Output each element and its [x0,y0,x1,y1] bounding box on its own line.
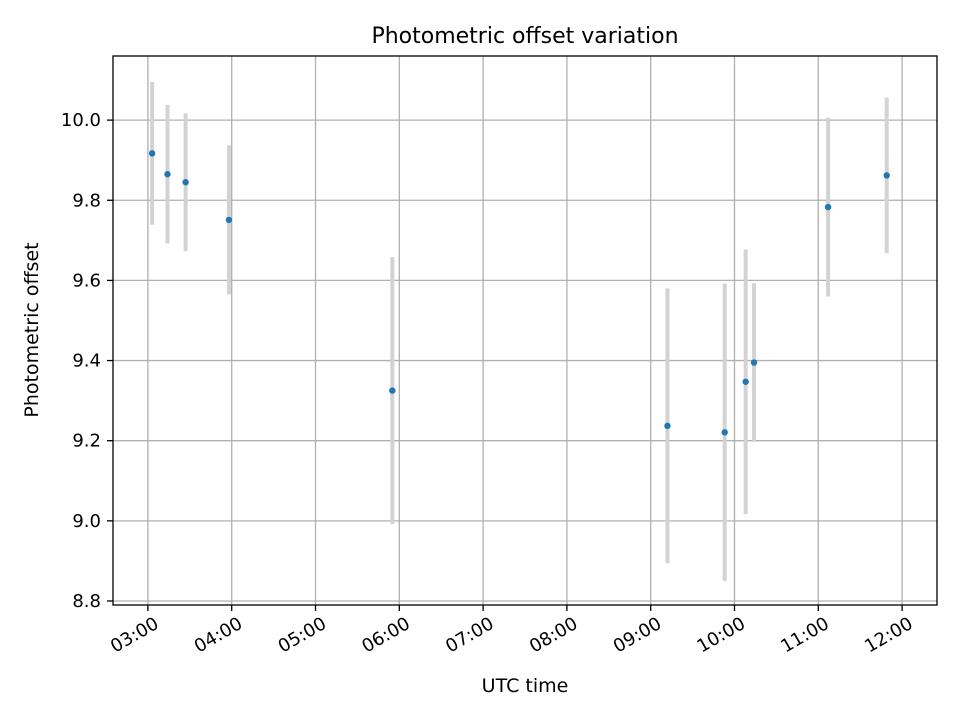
x-axis-ticks: 03:00 04:00 05:00 06:00 07:00 08:00 09:00 10:00… [107,605,917,657]
x-tick-label: 09:00 [610,613,665,657]
y-axis-ticks: 8.8 9.0 9.2 9.4 9.6 9.8 10.0 [61,110,113,612]
error-bars [150,82,889,581]
data-point [883,172,890,179]
x-tick-label: 07:00 [442,613,497,657]
y-tick-label: 9.0 [72,511,101,532]
chart-title: Photometric offset variation [371,24,678,49]
x-tick-label: 05:00 [275,613,330,657]
data-point [721,429,728,436]
data-point [182,179,189,186]
x-tick-label: 03:00 [107,613,162,657]
x-tick-label: 04:00 [191,613,246,657]
y-tick-label: 9.8 [72,190,101,211]
data-point [148,150,156,157]
data-point [225,216,233,224]
x-axis-label: UTC time [482,675,569,697]
grid-lines [113,56,937,605]
y-axis-label: Photometric offset [21,242,43,417]
y-tick-label: 10.0 [61,110,101,131]
x-tick-label: 06:00 [358,613,413,657]
plot-frame [112,55,938,606]
data-point [824,203,832,211]
x-tick-label: 11:00 [777,613,832,657]
y-tick-label: 9.6 [72,270,101,291]
y-tick-label: 8.8 [72,591,101,612]
x-tick-label: 12:00 [861,613,916,657]
x-tick-label: 08:00 [526,613,581,657]
data-points [148,150,890,436]
y-tick-label: 9.4 [72,351,101,372]
data-point [664,422,671,430]
data-point [742,378,749,385]
data-point [389,387,396,394]
data-point [750,359,758,366]
y-tick-label: 9.2 [72,431,101,452]
x-tick-label: 10:00 [694,613,749,657]
data-point [164,171,171,178]
